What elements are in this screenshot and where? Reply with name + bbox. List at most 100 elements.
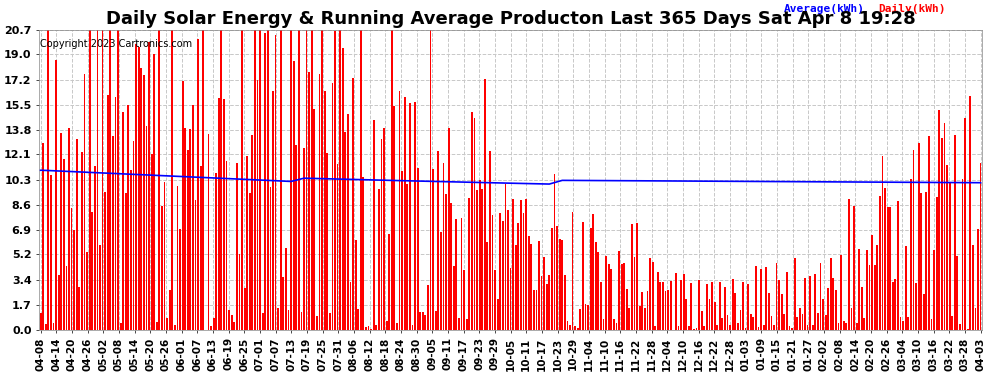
Bar [414,102,416,330]
Bar [740,310,742,330]
Bar [651,262,653,330]
Bar [662,282,664,330]
Bar [855,323,857,330]
Bar [624,262,625,330]
Bar [171,30,173,330]
Bar [972,245,974,330]
Bar [471,112,473,330]
Bar [401,171,403,330]
Bar [427,285,429,330]
Bar [677,326,679,330]
Bar [858,249,860,330]
Bar [96,30,98,330]
Bar [584,304,586,330]
Bar [980,163,981,330]
Bar [492,215,493,330]
Bar [267,30,268,330]
Bar [223,99,225,330]
Bar [515,245,517,330]
Bar [876,245,878,330]
Bar [231,315,233,330]
Bar [277,308,279,330]
Bar [182,81,183,330]
Bar [923,294,925,330]
Bar [841,255,842,330]
Bar [977,230,979,330]
Bar [290,30,292,330]
Bar [512,199,514,330]
Bar [657,272,658,330]
Bar [884,188,886,330]
Bar [659,282,661,330]
Bar [566,321,568,330]
Bar [452,266,454,330]
Bar [714,302,716,330]
Bar [773,326,775,330]
Bar [169,290,170,330]
Title: Daily Solar Energy & Running Average Producton Last 365 Days Sat Apr 8 19:28: Daily Solar Energy & Running Average Pro… [106,10,916,28]
Bar [465,320,467,330]
Bar [107,95,109,330]
Bar [380,139,382,330]
Bar [592,214,594,330]
Bar [510,268,512,330]
Bar [946,165,948,330]
Bar [845,323,847,330]
Bar [375,325,377,330]
Bar [690,283,692,330]
Bar [768,292,770,330]
Bar [807,325,809,330]
Bar [43,143,45,330]
Bar [166,318,168,330]
Bar [148,42,149,330]
Bar [295,145,297,330]
Bar [301,312,302,330]
Bar [634,257,636,330]
Bar [425,315,427,330]
Bar [948,183,950,330]
Bar [595,242,597,330]
Bar [306,30,308,330]
Bar [558,239,560,330]
Bar [50,175,51,330]
Bar [569,325,571,330]
Bar [226,161,228,330]
Bar [817,313,819,330]
Bar [863,318,865,330]
Bar [158,30,160,330]
Bar [649,258,651,330]
Bar [561,240,563,330]
Bar [83,74,85,330]
Bar [928,136,930,330]
Bar [337,164,339,330]
Bar [915,284,917,330]
Bar [63,159,64,330]
Bar [422,312,424,330]
Bar [218,98,220,330]
Bar [961,179,963,330]
Bar [608,264,610,330]
Bar [644,308,645,330]
Bar [871,235,873,330]
Bar [520,200,522,330]
Bar [450,203,452,330]
Bar [163,182,165,330]
Bar [802,314,803,330]
Bar [533,290,535,330]
Bar [940,138,942,330]
Bar [791,328,793,330]
Bar [605,256,607,330]
Bar [70,208,72,330]
Bar [334,32,336,330]
Bar [347,114,348,330]
Bar [505,184,506,330]
Bar [236,163,238,330]
Bar [776,264,777,330]
Bar [539,242,540,330]
Bar [680,280,682,330]
Bar [349,282,351,330]
Bar [900,317,902,330]
Bar [836,290,837,330]
Bar [683,274,684,330]
Bar [133,141,135,330]
